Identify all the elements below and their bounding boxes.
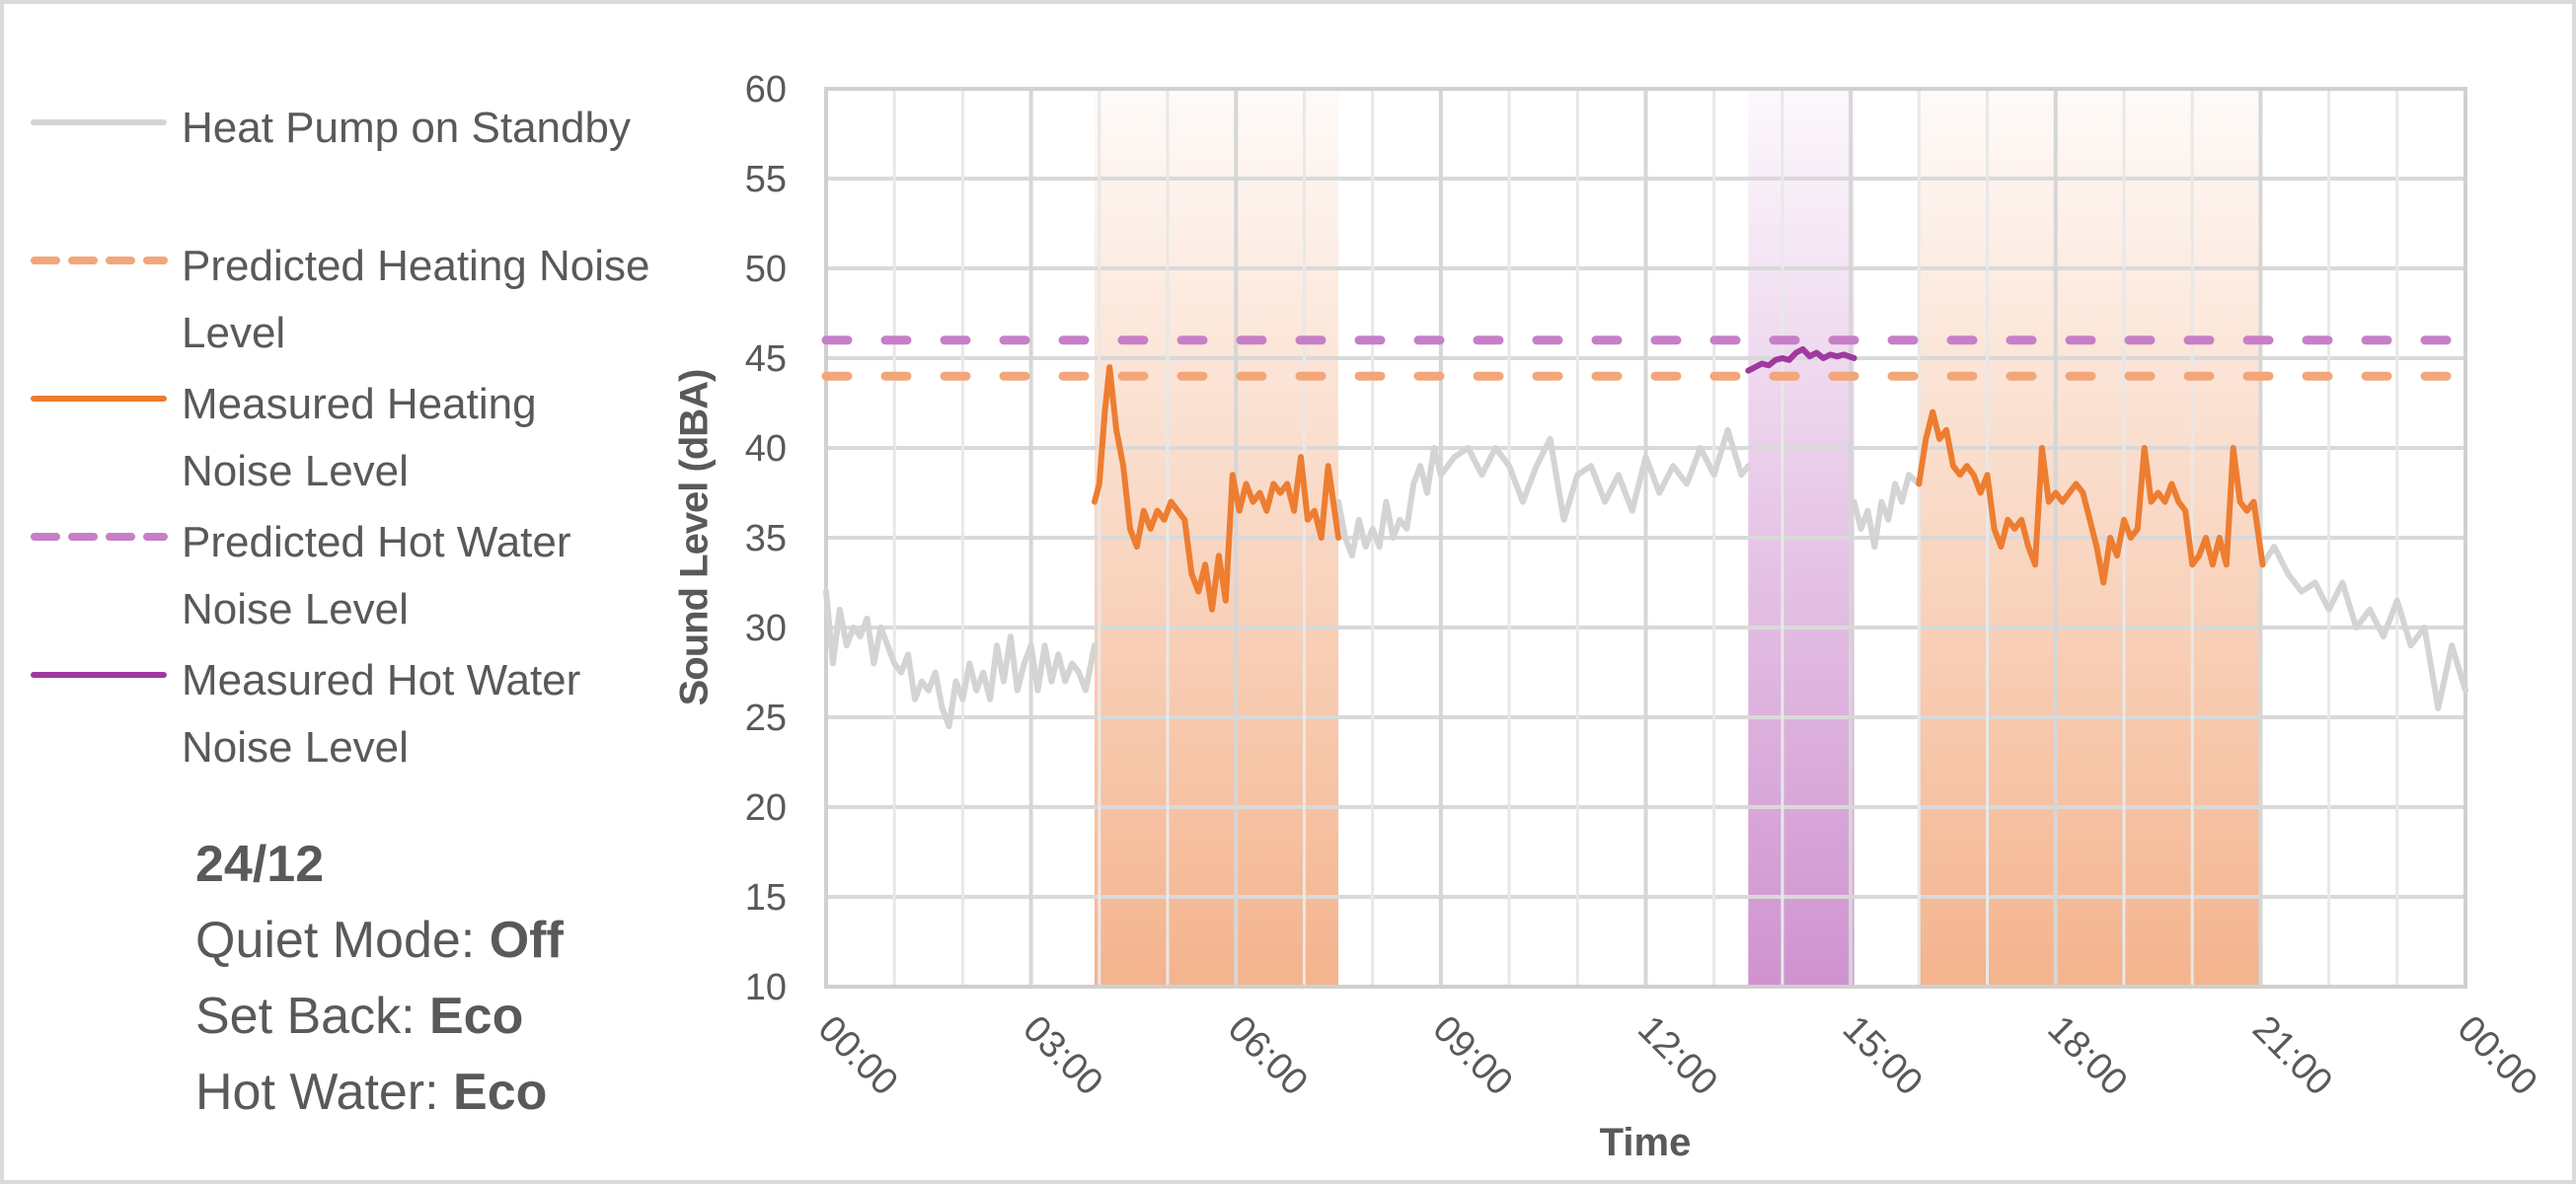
solid-line-swatch-icon <box>31 672 167 678</box>
svg-text:35: 35 <box>745 518 787 559</box>
measured-heating-noise-level-line <box>1916 408 2266 586</box>
legend-label: Predicted Heating Noise Level <box>182 242 650 357</box>
heat-pump-on-standby-line <box>823 588 1098 730</box>
heat-pump-on-standby-line <box>1335 426 1752 559</box>
svg-text:20: 20 <box>745 787 787 829</box>
quiet-mode-value: Off <box>489 912 564 969</box>
legend-label: Predicted Hot Water Noise Level <box>182 518 571 633</box>
svg-text:03:00: 03:00 <box>1015 1008 1110 1104</box>
set-back-value: Eco <box>429 988 524 1045</box>
svg-text:10: 10 <box>745 967 787 1008</box>
svg-text:12:00: 12:00 <box>1629 1008 1725 1104</box>
y-axis-ticks: 60 55 50 45 40 35 30 25 20 15 10 <box>745 69 787 1008</box>
date-label: 24/12 <box>195 836 325 893</box>
x-axis-ticks: 00:00 03:00 06:00 09:00 12:00 15:00 18:00 21:00… <box>810 1008 2545 1104</box>
svg-text:18:00: 18:00 <box>2039 1008 2135 1104</box>
legend-label: Measured Heating Noise Level <box>182 380 537 495</box>
set-back-label: Set Back: <box>195 988 429 1045</box>
svg-text:09:00: 09:00 <box>1425 1008 1521 1104</box>
svg-text:00:00: 00:00 <box>810 1008 906 1104</box>
quiet-mode-label: Quiet Mode: <box>195 912 490 969</box>
y-axis-title: Sound Level (dBA) <box>672 369 717 706</box>
svg-text:50: 50 <box>745 249 787 290</box>
dashed-line-swatch-icon <box>31 257 168 264</box>
svg-text:60: 60 <box>745 69 787 111</box>
legend-item-standby: Heat Pump on Standby <box>30 95 642 233</box>
legend-label: Measured Hot Water Noise Level <box>182 656 581 772</box>
legend-item-measured-hot-water: Measured Hot Water Noise Level <box>30 647 642 785</box>
heat-pump-on-standby-line <box>2259 544 2468 711</box>
svg-text:21:00: 21:00 <box>2244 1008 2340 1104</box>
hot-water-label: Hot Water: <box>195 1064 454 1121</box>
chart-legend: Heat Pump on Standby Predicted Heating N… <box>30 95 649 785</box>
measured-heating-noise-level-line <box>1092 364 1342 613</box>
solid-line-swatch-icon <box>31 396 167 402</box>
set-back-status: Set Back: Eco <box>195 979 564 1055</box>
dashed-line-swatch-icon <box>31 533 168 541</box>
svg-text:15:00: 15:00 <box>1835 1008 1931 1104</box>
svg-text:30: 30 <box>745 608 787 649</box>
svg-text:06:00: 06:00 <box>1220 1008 1316 1104</box>
heat-pump-on-standby-line <box>1851 472 1923 551</box>
hot-water-status: Hot Water: Eco <box>195 1055 564 1131</box>
legend-item-measured-heating: Measured Heating Noise Level <box>30 371 642 509</box>
solid-line-swatch-icon <box>31 119 167 125</box>
x-axis-title: Time <box>1599 1121 1692 1164</box>
legend-item-predicted-hot-water: Predicted Hot Water Noise Level <box>30 509 642 647</box>
hot-water-value: Eco <box>453 1064 548 1121</box>
quiet-mode-status: Quiet Mode: Off <box>195 903 564 979</box>
svg-text:25: 25 <box>745 698 787 739</box>
settings-summary: 24/12 Quiet Mode: Off Set Back: Eco Hot … <box>195 827 564 1131</box>
svg-text:40: 40 <box>745 428 787 470</box>
legend-item-predicted-heating: Predicted Heating Noise Level <box>30 233 649 371</box>
legend-label: Heat Pump on Standby <box>182 104 631 152</box>
svg-text:45: 45 <box>745 338 787 380</box>
measured-hot-water-noise-level-line <box>1745 345 1857 374</box>
svg-text:15: 15 <box>745 877 787 919</box>
data-series <box>821 335 2470 730</box>
gridlines <box>824 87 2467 989</box>
svg-text:55: 55 <box>745 159 787 200</box>
svg-text:00:00: 00:00 <box>2450 1008 2545 1104</box>
